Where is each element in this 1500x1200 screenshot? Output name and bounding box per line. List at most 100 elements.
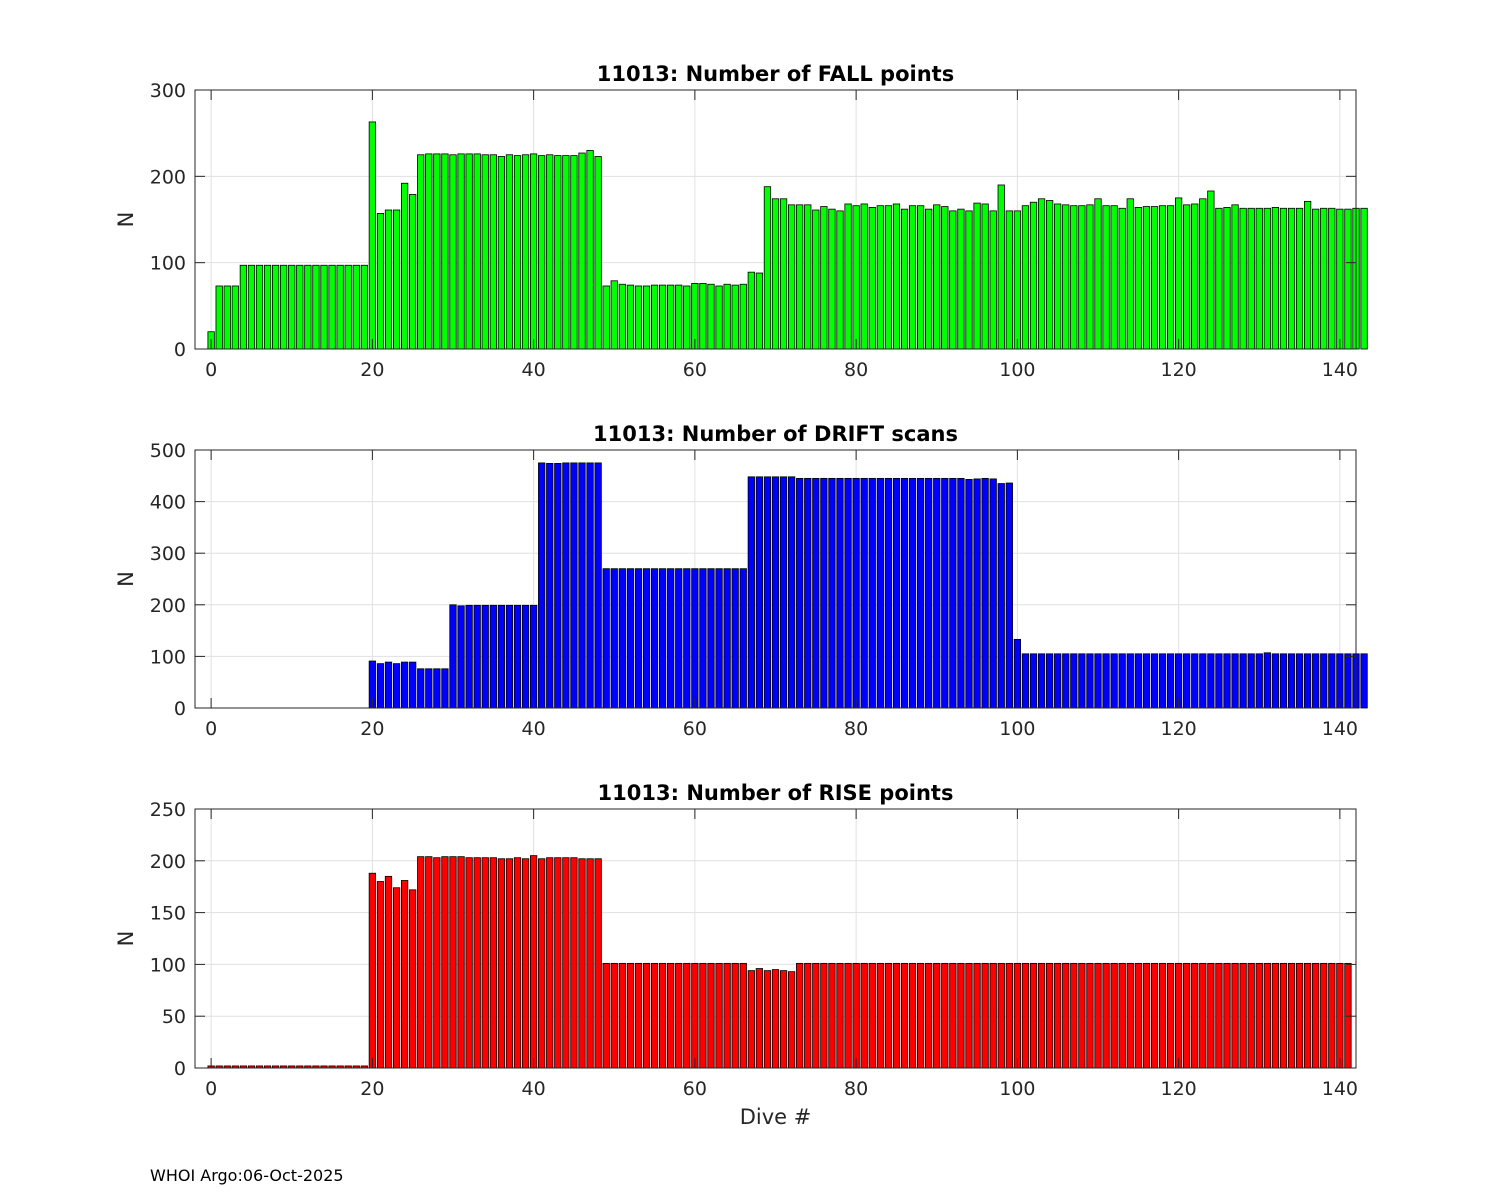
bar-dive-130: [1255, 962, 1263, 1069]
bar-dive-83: [876, 205, 884, 350]
bar-dive-121: [1183, 653, 1191, 709]
y-tick-label: 100: [150, 954, 186, 976]
bar-dive-41: [538, 462, 546, 709]
bar-dive-74: [804, 477, 812, 709]
bar-dive-21: [376, 663, 385, 709]
bar-dive-49: [602, 285, 610, 350]
bar-dive-123: [1199, 653, 1207, 709]
bar-dive-21: [376, 213, 385, 350]
bar-dive-110: [1094, 962, 1102, 1069]
bar-dive-43: [554, 463, 562, 709]
bar-dive-58: [675, 568, 683, 709]
bar-dive-131: [1263, 962, 1271, 1069]
bar-dive-37: [505, 604, 514, 709]
y-tick-label: 200: [150, 851, 186, 873]
bar-dive-87: [908, 962, 917, 1069]
bar-dive-132: [1271, 653, 1280, 709]
bar-dive-109: [1086, 653, 1094, 709]
y-axis-label: N: [114, 931, 138, 947]
x-axis-label: Dive #: [740, 1105, 812, 1129]
bar-dive-20: [368, 872, 376, 1069]
bar-dive-57: [667, 568, 675, 709]
bar-dive-137: [1312, 962, 1320, 1069]
bar-dive-60: [691, 568, 699, 709]
bar-dive-117: [1150, 206, 1159, 350]
bar-dive-43: [554, 857, 562, 1069]
bar-dive-28: [433, 668, 441, 709]
bar-dive-111: [1102, 653, 1110, 709]
bar-dive-54: [642, 962, 651, 1069]
bar-dive-25: [409, 661, 417, 709]
bar-dive-92: [949, 210, 957, 350]
y-tick-label: 100: [150, 253, 186, 275]
bar-dive-38: [513, 155, 522, 350]
bar-dive-7: [263, 264, 272, 350]
bar-dive-113: [1118, 962, 1126, 1069]
bar-dive-23: [392, 209, 401, 350]
bar-dive-83: [876, 477, 884, 709]
bar-dive-31: [457, 153, 465, 350]
bar-dive-62: [707, 962, 715, 1069]
bar-dive-36: [497, 858, 505, 1069]
bar-dive-112: [1110, 962, 1118, 1069]
y-tick-label: 300: [150, 80, 186, 102]
bar-dive-140: [1336, 962, 1344, 1069]
bar-dive-138: [1320, 207, 1328, 350]
bar-dive-77: [828, 208, 836, 350]
bar-dive-127: [1231, 204, 1239, 350]
bar-dive-86: [900, 477, 909, 709]
bar-dive-71: [779, 198, 788, 350]
bar-dive-122: [1191, 962, 1199, 1069]
y-axis-label: N: [114, 212, 138, 228]
bar-dive-81: [860, 203, 868, 350]
bar-dive-113: [1118, 207, 1126, 350]
y-tick-label: 250: [150, 799, 186, 821]
bar-dive-106: [1062, 204, 1070, 350]
x-tick-label: 120: [1160, 359, 1196, 381]
bar-dive-124: [1207, 653, 1215, 709]
bar-dive-62: [707, 568, 715, 709]
bar-dive-38: [513, 857, 522, 1069]
bar-dive-119: [1166, 653, 1175, 709]
chart-title: 11013: Number of RISE points: [598, 781, 954, 805]
bar-dive-45: [570, 462, 578, 709]
y-tick-label: 0: [174, 339, 186, 361]
bar-dive-127: [1231, 653, 1239, 709]
bar-dive-46: [578, 858, 586, 1069]
x-tick-label: 20: [360, 718, 384, 740]
bar-dive-41: [538, 858, 546, 1069]
bar-dive-138: [1320, 962, 1328, 1069]
bar-dive-42: [546, 857, 554, 1069]
bar-dive-92: [949, 477, 957, 709]
bar-dive-125: [1215, 207, 1223, 350]
bar-dive-30: [449, 604, 457, 709]
bar-dive-104: [1046, 200, 1054, 350]
bar-dive-33: [473, 857, 481, 1069]
bar-dive-35: [489, 857, 497, 1069]
bar-dive-23: [392, 663, 401, 709]
footer-text: WHOI Argo:06-Oct-2025: [150, 1166, 344, 1185]
bar-dive-39: [521, 154, 530, 350]
bar-dive-17: [344, 264, 352, 350]
bar-dive-135: [1295, 962, 1304, 1069]
bar-dive-50: [610, 280, 618, 350]
bar-dive-112: [1110, 205, 1118, 350]
bar-dive-51: [618, 568, 626, 709]
bar-dive-64: [723, 283, 731, 350]
bar-dive-90: [933, 477, 941, 709]
bar-dive-67: [747, 476, 755, 709]
bar-dive-56: [659, 284, 667, 350]
bar-dive-110: [1094, 653, 1102, 709]
bar-dive-49: [602, 962, 610, 1069]
bar-dive-108: [1078, 205, 1086, 350]
bar-dive-114: [1126, 962, 1134, 1069]
y-tick-label: 200: [150, 595, 186, 617]
bar-dive-22: [384, 875, 393, 1069]
bar-dive-77: [828, 962, 836, 1069]
bar-dive-45: [570, 155, 578, 350]
bar-dive-26: [417, 154, 425, 350]
bar-dive-37: [505, 858, 514, 1069]
bar-dive-25: [409, 194, 417, 350]
bar-dive-137: [1312, 208, 1320, 350]
x-tick-label: 140: [1322, 718, 1358, 740]
